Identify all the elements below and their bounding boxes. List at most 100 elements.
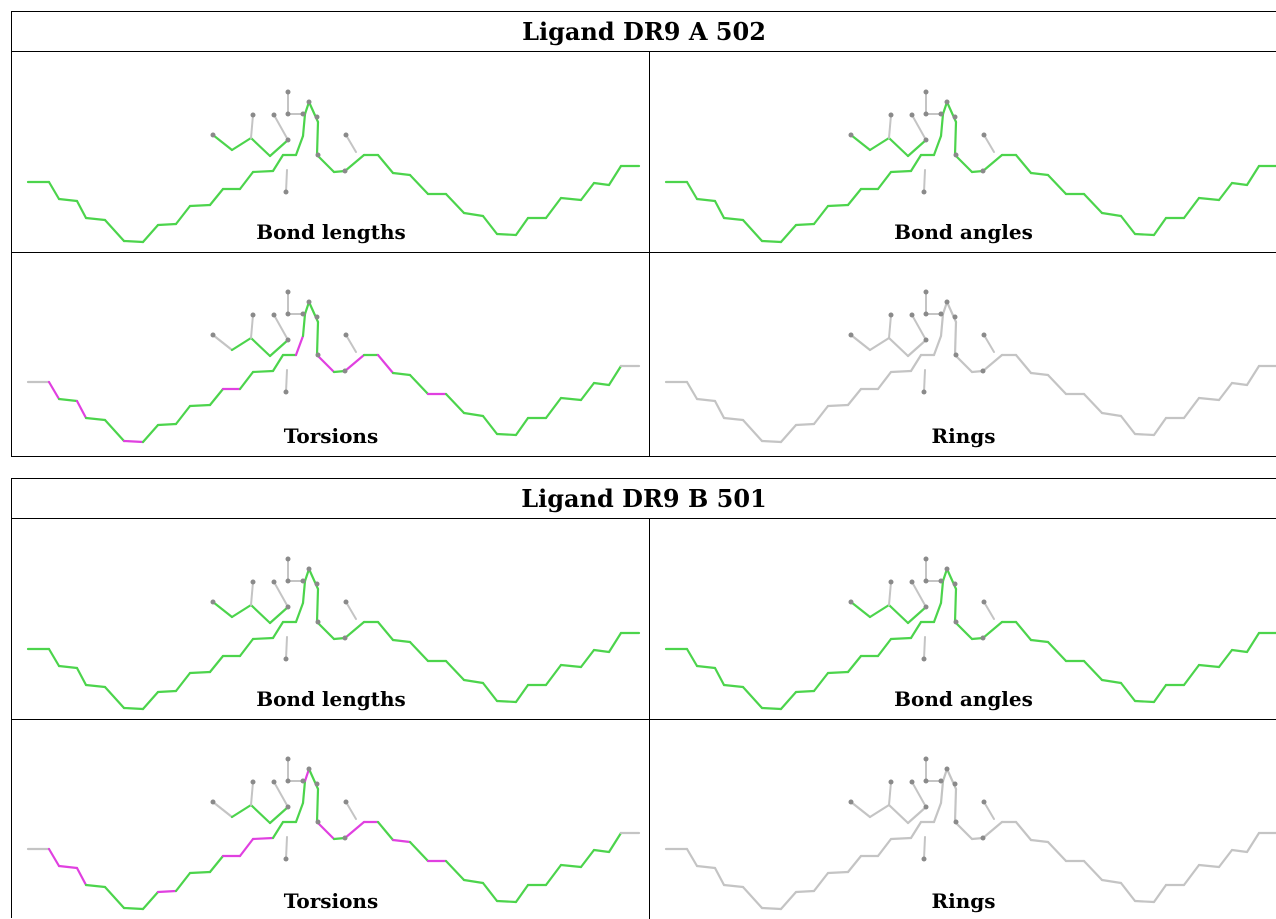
- atom: [938, 578, 944, 584]
- bond: [156, 689, 178, 694]
- panel-torsions: Torsions: [12, 719, 650, 919]
- bond: [376, 620, 395, 642]
- atom: [343, 132, 349, 138]
- bond: [607, 831, 623, 854]
- bond: [887, 803, 910, 825]
- bond: [923, 169, 926, 193]
- bond: [932, 601, 943, 624]
- atom: [980, 368, 986, 374]
- bond: [75, 199, 88, 220]
- bond: [1133, 432, 1156, 437]
- bond: [84, 416, 107, 422]
- bond: [301, 112, 307, 138]
- bond: [315, 620, 336, 641]
- bond: [103, 418, 126, 443]
- bond: [273, 781, 289, 808]
- atom: [938, 778, 944, 784]
- bond: [495, 232, 518, 237]
- bond: [579, 181, 596, 202]
- atom: [285, 556, 291, 562]
- bond: [514, 416, 530, 437]
- atom: [944, 766, 950, 772]
- bond: [122, 239, 145, 244]
- atom: [921, 856, 927, 862]
- block-title: Ligand DR9 B 501: [12, 479, 1276, 519]
- bond: [343, 620, 366, 640]
- atom: [314, 581, 320, 587]
- bond: [868, 136, 891, 152]
- atom: [923, 604, 929, 610]
- bond: [953, 320, 958, 357]
- bond: [888, 781, 892, 806]
- bond: [685, 847, 699, 868]
- atom: [888, 579, 894, 585]
- bond: [846, 654, 863, 674]
- bond: [122, 906, 145, 911]
- bond: [271, 353, 285, 373]
- bond: [741, 685, 764, 710]
- bond: [1119, 881, 1137, 903]
- bond: [57, 397, 79, 403]
- bond: [868, 603, 891, 619]
- bond: [391, 371, 412, 377]
- bond: [444, 392, 466, 415]
- bond: [876, 370, 893, 391]
- bond: [1046, 373, 1068, 396]
- bond: [911, 114, 927, 141]
- bond: [685, 380, 699, 401]
- bond: [462, 678, 485, 685]
- bond: [188, 203, 212, 208]
- bond: [1245, 831, 1261, 854]
- atom: [306, 566, 312, 572]
- bond: [983, 134, 995, 153]
- atom: [952, 314, 958, 320]
- atom: [953, 152, 959, 158]
- bond: [188, 870, 212, 875]
- bond: [408, 640, 430, 663]
- bond: [889, 169, 913, 174]
- bond: [495, 432, 518, 437]
- bond: [103, 885, 126, 910]
- bond: [1082, 392, 1104, 415]
- atom: [923, 89, 929, 95]
- bond: [1152, 216, 1168, 237]
- bond: [713, 199, 726, 220]
- atom: [888, 779, 894, 785]
- bond: [208, 654, 225, 674]
- panel-bond-angles: Bond angles: [650, 519, 1276, 719]
- atom: [285, 337, 291, 343]
- bond: [57, 664, 79, 670]
- bond: [1197, 663, 1221, 669]
- bond: [953, 820, 974, 841]
- bond: [103, 218, 126, 243]
- bond: [932, 801, 943, 824]
- bond: [909, 153, 923, 173]
- bond: [462, 211, 485, 218]
- bond: [249, 336, 272, 358]
- bond: [722, 416, 745, 422]
- bond: [156, 889, 178, 894]
- molecule-diagram: [26, 556, 641, 711]
- atom: [285, 578, 291, 584]
- bond: [779, 890, 798, 911]
- bond: [103, 685, 126, 710]
- bond: [1014, 353, 1033, 375]
- atom: [981, 332, 987, 338]
- bond: [868, 336, 891, 352]
- atom: [953, 352, 959, 358]
- bond: [376, 153, 395, 175]
- atom: [315, 619, 321, 625]
- atom: [981, 799, 987, 805]
- bond: [301, 579, 307, 605]
- atom: [980, 835, 986, 841]
- atom: [848, 332, 854, 338]
- bond: [230, 136, 253, 152]
- atom: [271, 779, 277, 785]
- atom: [306, 299, 312, 305]
- bond: [1133, 699, 1156, 704]
- bond: [122, 706, 145, 711]
- atom: [285, 311, 291, 317]
- bond: [174, 204, 192, 226]
- bond: [953, 153, 974, 174]
- bond: [939, 112, 945, 138]
